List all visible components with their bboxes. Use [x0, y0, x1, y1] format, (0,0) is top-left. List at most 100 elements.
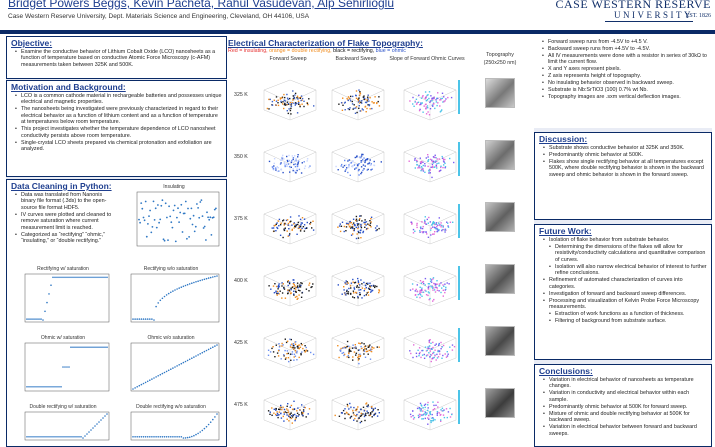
- surface-pixel: [298, 356, 300, 359]
- surface-pixel: [434, 154, 436, 156]
- surface-pixel: [290, 292, 292, 294]
- surface-pixel: [345, 168, 347, 171]
- surface-pixel: [424, 277, 427, 280]
- surface-pixel: [273, 292, 276, 294]
- surface-pixel: [344, 282, 346, 284]
- surface-pixel: [417, 349, 419, 351]
- surface-pixel: [368, 346, 370, 348]
- surface-pixel: [287, 112, 289, 115]
- surface-pixel: [431, 286, 433, 288]
- curve-point: [78, 436, 80, 438]
- surface-pixel: [296, 165, 299, 168]
- surface-pixel: [310, 351, 312, 354]
- surface-pixel: [435, 404, 437, 406]
- curve-point: [138, 436, 141, 438]
- surface-pixel: [367, 353, 369, 355]
- surface-pixel: [287, 98, 289, 101]
- surface-pixel: [281, 342, 283, 345]
- notes-section: Forward sweep runs from -4.5V to +4.5 V.…: [534, 36, 712, 128]
- surface-pixel: [292, 158, 294, 161]
- surface-pixel: [424, 163, 426, 165]
- surface-pixel: [344, 292, 346, 294]
- curve-point: [216, 275, 218, 277]
- surface-pixel: [420, 408, 422, 410]
- surface-pixel: [294, 413, 296, 416]
- surface-pixel: [451, 344, 454, 346]
- surface-pixel: [293, 408, 296, 410]
- surface-pixel: [349, 162, 351, 164]
- surface-pixel: [436, 412, 438, 415]
- surface-pixel: [440, 99, 442, 101]
- surface-pixel: [297, 346, 299, 348]
- rectifying-saturation-title: Rectifying w/ saturation: [37, 266, 89, 272]
- scatter-point: [208, 218, 211, 221]
- surface-pixel: [434, 349, 436, 351]
- surface-pixel: [363, 97, 366, 100]
- surface-pixel: [428, 285, 430, 288]
- surface-pixel: [427, 283, 430, 285]
- surface-pixel: [278, 293, 280, 295]
- motivation-item: This project investigates whether the te…: [15, 126, 222, 139]
- surface-pixel: [297, 407, 299, 409]
- surface-pixel: [275, 291, 277, 293]
- data-cleaning-item: Categorized as “rectifying” “ohmic,” “in…: [15, 232, 113, 245]
- surface-pixel: [288, 415, 290, 417]
- surface-pixel: [290, 104, 292, 106]
- curve-point: [98, 421, 100, 423]
- surface-pixel: [291, 229, 293, 231]
- surface-pixel: [427, 94, 429, 96]
- surface-pixel: [291, 155, 294, 157]
- surface-pixel: [364, 101, 367, 104]
- surface-pixel: [438, 290, 440, 292]
- curve-point: [30, 436, 32, 438]
- curve-point: [193, 281, 195, 284]
- curve-point: [60, 386, 62, 388]
- surface-pixel: [292, 414, 294, 416]
- surface-pixel: [426, 94, 428, 97]
- surface-pixel: [358, 89, 360, 91]
- surface-pixel: [440, 222, 442, 224]
- curve-point: [86, 276, 88, 279]
- surface-pixel: [430, 360, 432, 363]
- surface-pixel: [365, 348, 368, 350]
- curve-point: [74, 276, 76, 279]
- surface-pixel: [369, 224, 371, 227]
- surface-pixel: [362, 164, 365, 166]
- surface-pixel: [365, 111, 367, 113]
- surface-pixel: [429, 280, 432, 283]
- surface-pixel: [453, 161, 455, 164]
- surface-pixel: [378, 290, 381, 292]
- surface-pixel: [417, 414, 420, 417]
- surface-pixel: [283, 420, 285, 422]
- surface-pixel: [283, 158, 285, 160]
- surface-pixel: [355, 219, 357, 222]
- surface-pixel: [444, 158, 446, 161]
- curve-point: [170, 291, 172, 294]
- surface-pixel: [428, 418, 430, 420]
- surface-pixel: [419, 157, 421, 159]
- surface-pixel: [304, 406, 306, 409]
- surface-pixel: [272, 351, 275, 353]
- curve-point: [98, 276, 100, 279]
- surface-canvas: [263, 327, 317, 369]
- surface-pixel: [346, 290, 348, 292]
- surface-pixel: [416, 226, 418, 229]
- surface-pixel: [359, 102, 361, 104]
- curve-point: [94, 425, 96, 427]
- surface-pixel: [289, 406, 291, 408]
- surface-pixel: [423, 282, 425, 285]
- surface-pixel: [293, 96, 295, 98]
- surface-pixel: [284, 222, 286, 224]
- surface-pixel: [286, 101, 289, 103]
- curve-point: [132, 318, 134, 320]
- note-item: No insulating behavior observed in backw…: [542, 80, 708, 87]
- surface-pixel: [294, 163, 297, 165]
- surface-pixel: [353, 297, 356, 299]
- surface-pixel: [423, 105, 425, 107]
- surface-pixel: [284, 164, 286, 167]
- surface-pixel: [306, 221, 308, 224]
- surface-pixel: [429, 413, 432, 415]
- conclusion-item: Mixture of ohmic and double rectifying b…: [543, 411, 707, 424]
- scatter-point: [166, 216, 168, 219]
- surface-pixel: [369, 97, 371, 99]
